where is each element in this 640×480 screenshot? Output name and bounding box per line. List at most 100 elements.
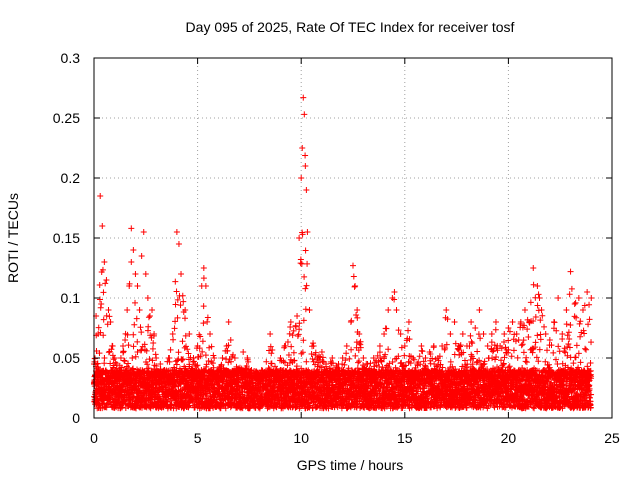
data-point: [129, 354, 136, 361]
data-point: [128, 258, 135, 265]
data-point: [268, 360, 275, 367]
data-point: [172, 278, 179, 285]
data-point: [95, 324, 102, 331]
data-point: [143, 347, 150, 354]
data-point: [145, 365, 152, 372]
data-point: [289, 332, 296, 339]
data-point: [202, 352, 209, 359]
data-point: [303, 358, 310, 365]
data-point: [137, 324, 144, 331]
data-point: [96, 281, 103, 288]
data-point: [145, 314, 152, 321]
data-point: [120, 348, 127, 355]
data-point: [302, 152, 309, 159]
data-point: [141, 341, 148, 348]
data-point: [119, 404, 126, 411]
data-point: [134, 349, 141, 356]
data-point: [199, 338, 206, 345]
data-point: [310, 340, 317, 347]
data-point: [132, 299, 139, 306]
data-point: [298, 260, 305, 267]
data-point: [383, 325, 390, 332]
data-point: [133, 315, 140, 322]
data-point: [132, 353, 139, 360]
data-point: [179, 357, 186, 364]
data-point: [101, 360, 108, 367]
data-point: [180, 298, 187, 305]
data-point: [350, 273, 357, 280]
data-point: [302, 247, 309, 254]
data-point: [204, 318, 211, 325]
data-point: [130, 343, 137, 350]
data-point: [174, 314, 181, 321]
data-point: [101, 354, 108, 361]
data-point: [301, 273, 308, 280]
data-point: [170, 336, 177, 343]
data-point: [149, 345, 156, 352]
data-point: [353, 311, 360, 318]
data-point: [96, 296, 103, 303]
data-point: [110, 362, 117, 369]
data-point: [96, 350, 103, 357]
data-point: [298, 350, 305, 357]
data-point: [106, 313, 113, 320]
data-point: [134, 338, 141, 345]
data-point: [348, 346, 355, 353]
data-point: [302, 285, 309, 292]
data-point: [100, 289, 107, 296]
data-point: [149, 357, 156, 364]
data-point: [103, 312, 110, 319]
data-point: [121, 357, 128, 364]
data-point: [174, 296, 181, 303]
data-point: [145, 323, 152, 330]
data-points: [91, 94, 595, 412]
data-point: [419, 348, 426, 355]
data-point: [124, 331, 131, 338]
data-point: [171, 325, 178, 332]
data-point: [200, 303, 207, 310]
data-point: [308, 350, 315, 357]
data-point: [99, 266, 106, 273]
data-point: [286, 330, 293, 337]
data-point: [130, 331, 137, 338]
data-point: [150, 340, 157, 347]
data-point: [100, 332, 107, 339]
data-point: [200, 320, 207, 327]
data-point: [269, 347, 276, 354]
data-point: [102, 280, 109, 287]
data-point: [173, 288, 180, 295]
data-point: [131, 321, 138, 328]
data-point: [300, 317, 307, 324]
data-point: [112, 359, 119, 366]
grid-lines: [94, 58, 612, 418]
data-point: [416, 353, 423, 360]
data-point: [354, 314, 361, 321]
data-point: [100, 316, 107, 323]
data-point: [304, 260, 311, 267]
data-point: [182, 315, 189, 322]
data-point: [166, 358, 173, 365]
data-point: [121, 358, 128, 365]
data-point: [398, 344, 405, 351]
data-point: [385, 346, 392, 353]
data-point: [98, 300, 105, 307]
data-point: [144, 361, 151, 368]
data-point: [175, 349, 182, 356]
data-point: [357, 338, 364, 345]
data-point: [153, 362, 160, 369]
data-point: [346, 355, 353, 362]
data-point: [107, 360, 114, 367]
data-point: [297, 256, 304, 263]
data-point: [405, 327, 412, 334]
data-point: [172, 318, 179, 325]
data-point: [146, 356, 153, 363]
data-point: [303, 282, 310, 289]
data-point: [110, 356, 117, 363]
data-point: [125, 342, 132, 349]
data-point: [167, 346, 174, 353]
data-point: [288, 343, 295, 350]
data-point: [287, 323, 294, 330]
data-point: [309, 355, 316, 362]
data-point: [172, 301, 179, 308]
